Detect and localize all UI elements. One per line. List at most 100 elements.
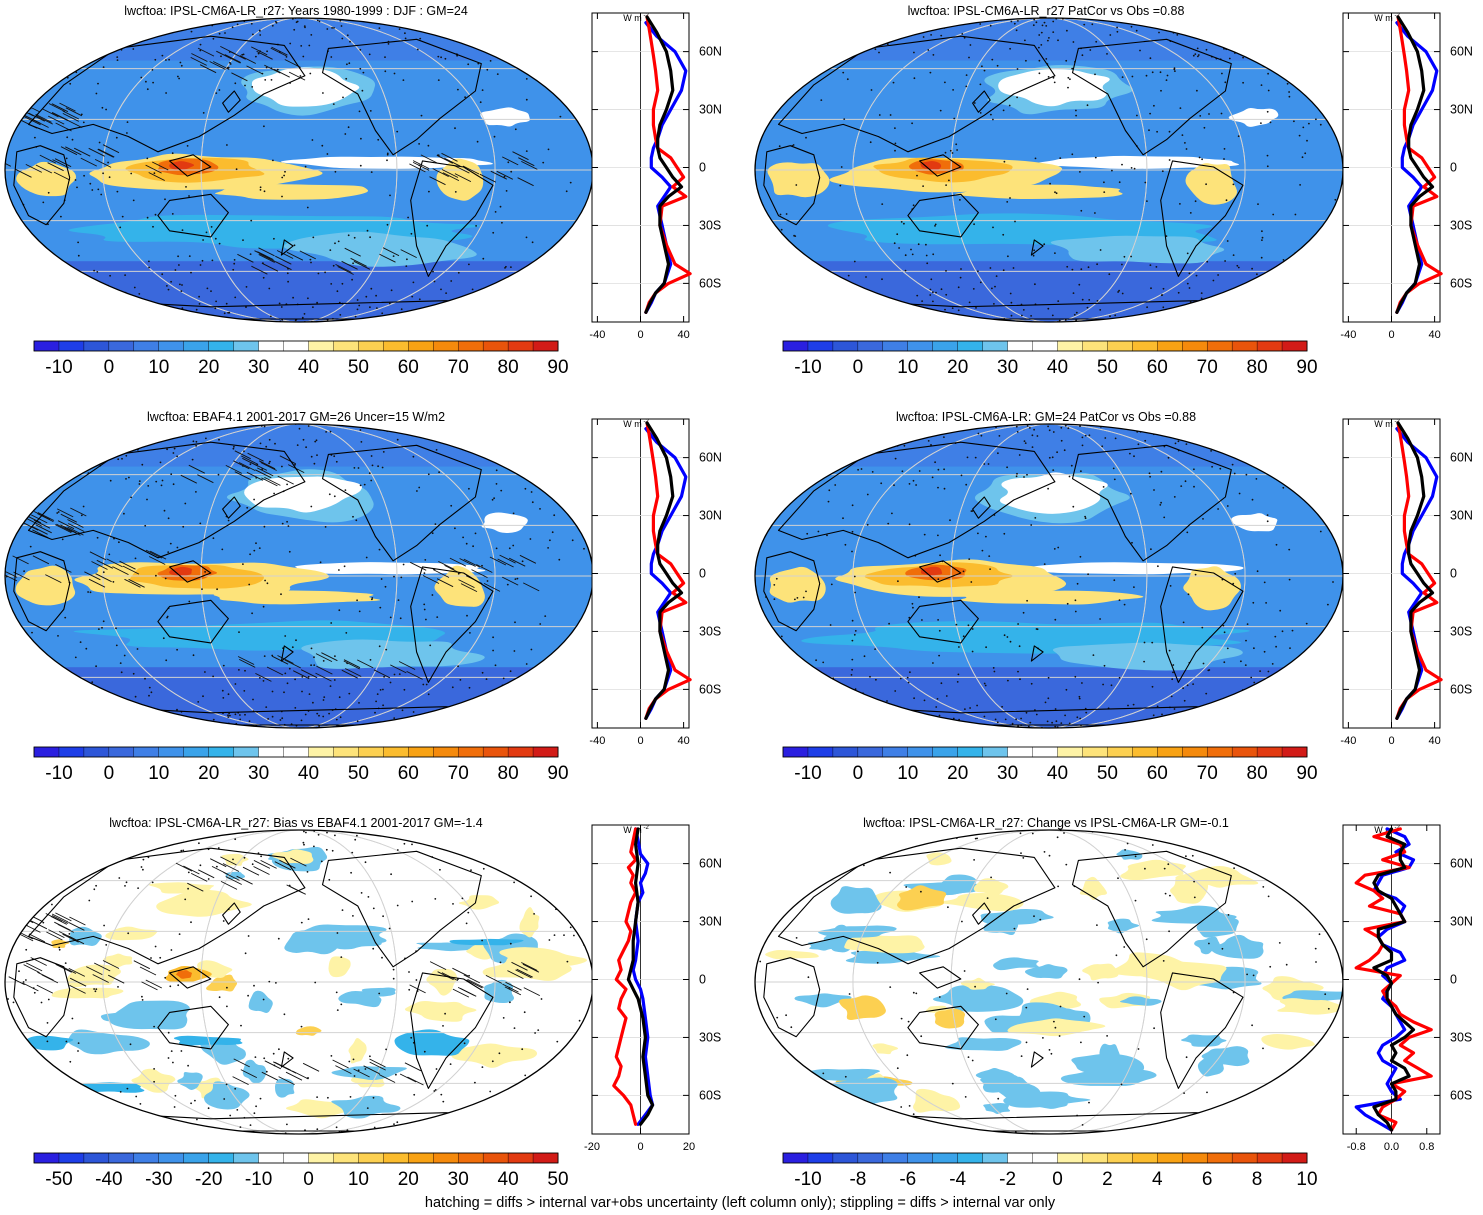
hatch-line [422, 575, 440, 584]
stipple-dot [1180, 485, 1183, 487]
stipple-dot [334, 834, 336, 837]
stipple-dot [542, 161, 545, 164]
stipple-dot [227, 519, 230, 522]
stipple-dot [18, 970, 20, 973]
stipple-dot [1118, 181, 1121, 184]
profile-series-line-2 [1395, 15, 1435, 314]
hatch-line [429, 961, 447, 971]
stipple-dot [93, 888, 96, 891]
colorbar-swatch [83, 746, 110, 758]
hatch-line [270, 47, 287, 57]
stipple-dot [1031, 832, 1034, 835]
stipple-dot [223, 312, 226, 315]
stipple-dot [341, 37, 344, 40]
stipple-dot [232, 447, 235, 450]
hatch-line [222, 863, 240, 872]
stipple-dot [496, 73, 499, 75]
profile-ytick-label: 60N [1450, 45, 1473, 59]
stipple-dot [989, 24, 992, 27]
stipple-dot [285, 56, 288, 58]
stipple-dot [91, 681, 94, 684]
stipple-dot [250, 219, 253, 222]
stipple-dot [1043, 21, 1046, 24]
colorbar-swatch [1206, 746, 1233, 758]
stipple-dot [911, 602, 914, 605]
field-north-pacific [999, 472, 1108, 514]
stipple-dot [523, 1011, 526, 1014]
stipple-dot [381, 312, 384, 315]
hatch-line [239, 55, 257, 64]
hatch-line [316, 665, 333, 675]
figure-footer-note: hatching = diffs > internal var+obs unce… [425, 1195, 1056, 1211]
stipple-dot [1130, 25, 1133, 28]
stipple-dot [506, 583, 509, 586]
stipple-dot [955, 623, 958, 626]
stipple-dot [316, 1128, 319, 1131]
stipple-dot [476, 140, 479, 143]
stipple-dot [234, 838, 237, 841]
stipple-dot [132, 672, 135, 675]
stipple-dot [339, 716, 342, 719]
field-spcz [955, 184, 1123, 200]
stipple-dot [371, 464, 374, 467]
stipple-dot [124, 274, 126, 276]
stipple-dot [806, 532, 809, 535]
field-anomaly [284, 930, 340, 955]
stipple-dot [1172, 671, 1174, 674]
hatch-line [522, 963, 540, 973]
stipple-dot [192, 440, 195, 443]
field-anomaly [242, 1059, 267, 1084]
stipple-dot [249, 553, 252, 556]
stipple-dot [1051, 721, 1053, 724]
stipple-dot [328, 493, 331, 496]
stipple-dot [1131, 541, 1133, 544]
colorbar-label: 80 [498, 763, 519, 784]
colorbar-swatch [1132, 340, 1158, 352]
stipple-dot [1039, 918, 1042, 921]
stipple-dot [1208, 942, 1210, 945]
stipple-dot [335, 460, 338, 463]
hatch-line [225, 876, 242, 885]
stipple-dot [553, 514, 556, 517]
stipple-dot [171, 152, 174, 155]
stipple-dot [201, 588, 203, 590]
stipple-dot [534, 1032, 536, 1034]
stipple-dot [990, 876, 992, 879]
colorbar-label: 10 [148, 357, 169, 378]
stipple-dot [983, 715, 986, 718]
hatch-line [499, 554, 516, 564]
colorbar-label: -10 [45, 357, 72, 378]
stipple-dot [1088, 434, 1091, 437]
hatch-line [521, 962, 538, 971]
stipple-dot [344, 133, 347, 135]
stipple-dot [468, 487, 470, 490]
stipple-dot [146, 88, 149, 91]
stipple-dot [1267, 670, 1270, 673]
colorbar-label: 80 [1247, 763, 1268, 784]
stipple-dot [495, 483, 498, 485]
stipple-dot [853, 575, 856, 578]
stipple-dot [486, 580, 489, 582]
hatch-line [507, 970, 524, 980]
stipple-dot [471, 288, 474, 291]
stipple-dot [245, 306, 247, 308]
profile-xtick-label: 0 [1388, 329, 1394, 341]
stipple-dot [238, 631, 240, 633]
stipple-dot [249, 463, 252, 466]
stipple-dot [463, 1042, 466, 1045]
stipple-dot [1002, 269, 1005, 272]
hatch-line [404, 1062, 422, 1072]
hatch-line [237, 253, 254, 263]
stipple-dot [1211, 465, 1213, 468]
colorbar-swatch [782, 340, 809, 352]
stipple-dot [1165, 235, 1168, 238]
stipple-dot [1245, 473, 1248, 476]
stipple-dot [1095, 40, 1098, 43]
stipple-dot [80, 514, 83, 517]
colorbar-swatch [1256, 1152, 1283, 1164]
stipple-dot [952, 89, 954, 91]
stipple-dot [173, 447, 176, 450]
field-southern-ocean [755, 261, 1343, 322]
stipple-dot [878, 51, 880, 54]
hatch-line [13, 571, 30, 581]
